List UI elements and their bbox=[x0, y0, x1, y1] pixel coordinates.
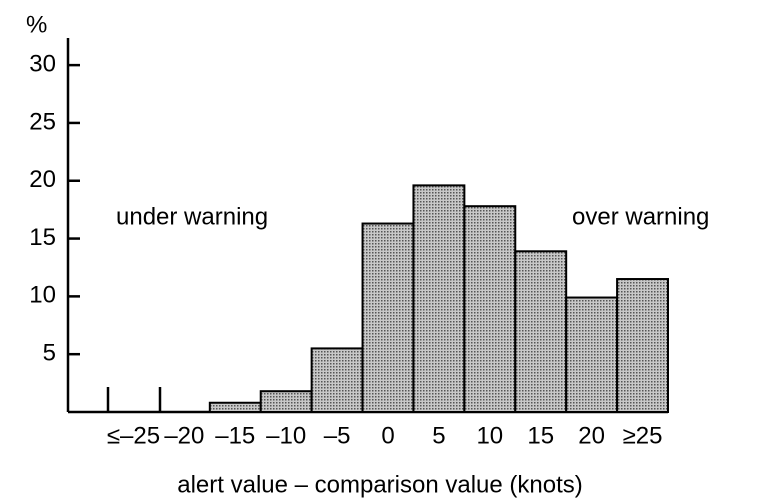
y-tick-label: 25 bbox=[29, 108, 56, 135]
x-tick-label: –10 bbox=[266, 422, 306, 449]
y-tick-label: 30 bbox=[29, 50, 56, 77]
bar bbox=[412, 184, 466, 413]
bar bbox=[259, 390, 313, 413]
y-tick-label: 5 bbox=[43, 340, 56, 367]
x-tick-label: ≥25 bbox=[623, 422, 663, 449]
x-tick-label: –15 bbox=[215, 422, 255, 449]
bar bbox=[514, 250, 568, 413]
annotation: under warning bbox=[116, 203, 268, 230]
x-tick-label: 15 bbox=[527, 422, 554, 449]
x-tick-label: 0 bbox=[381, 422, 394, 449]
x-tick-label: ≤–25 bbox=[107, 422, 160, 449]
bar bbox=[565, 296, 619, 413]
x-tick-label: 10 bbox=[476, 422, 503, 449]
y-axis-label: % bbox=[26, 11, 47, 38]
x-tick-label: 5 bbox=[432, 422, 445, 449]
x-tick-label: –5 bbox=[324, 422, 351, 449]
x-tick-label: 20 bbox=[578, 422, 605, 449]
y-tick-label: 20 bbox=[29, 166, 56, 193]
bar bbox=[616, 278, 669, 413]
y-tick-label: 15 bbox=[29, 224, 56, 251]
bar bbox=[361, 222, 415, 413]
bar bbox=[208, 401, 262, 413]
x-tick-label: –20 bbox=[164, 422, 204, 449]
y-tick-label: 10 bbox=[29, 282, 56, 309]
annotation: over warning bbox=[572, 203, 709, 230]
bar bbox=[310, 347, 364, 413]
bar bbox=[463, 205, 517, 413]
x-axis-label: alert value – comparison value (knots) bbox=[177, 471, 583, 498]
